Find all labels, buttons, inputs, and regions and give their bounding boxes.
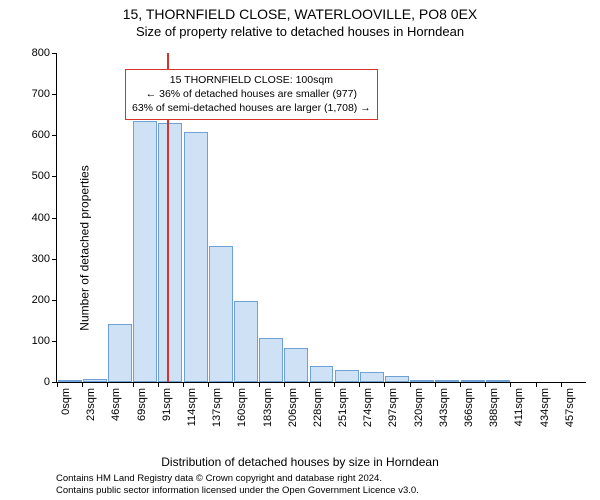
x-tick-label: 320sqm: [413, 388, 425, 427]
histogram-bar: [385, 376, 409, 382]
y-tick-label: 200: [32, 294, 50, 306]
y-tick: [52, 341, 57, 342]
x-tick-label: 388sqm: [488, 388, 500, 427]
y-tick: [52, 135, 57, 136]
histogram-bar: [158, 123, 182, 382]
x-tick: [259, 382, 260, 387]
x-tick: [158, 382, 159, 387]
x-tick: [183, 382, 184, 387]
y-tick: [52, 53, 57, 54]
chart-subtitle: Size of property relative to detached ho…: [0, 24, 600, 39]
histogram-bar: [209, 246, 233, 382]
x-tick-label: 0sqm: [60, 388, 72, 415]
x-tick-label: 69sqm: [136, 388, 148, 421]
histogram-bar: [83, 379, 107, 382]
page-title: 15, THORNFIELD CLOSE, WATERLOOVILLE, PO8…: [0, 6, 600, 22]
x-axis-label: Distribution of detached houses by size …: [0, 455, 600, 469]
y-tick-label: 100: [32, 335, 50, 347]
y-tick-label: 0: [44, 376, 50, 388]
y-tick: [52, 300, 57, 301]
plot-area: 15 THORNFIELD CLOSE: 100sqm← 36% of deta…: [56, 53, 586, 383]
x-tick-label: 366sqm: [463, 388, 475, 427]
histogram-bar: [360, 372, 384, 382]
histogram-bar: [58, 380, 82, 382]
histogram-bar: [133, 121, 157, 382]
x-tick-label: 46sqm: [110, 388, 122, 421]
x-tick-label: 228sqm: [312, 388, 324, 427]
x-tick-label: 91sqm: [161, 388, 173, 421]
x-tick-label: 434sqm: [539, 388, 551, 427]
x-tick: [309, 382, 310, 387]
histogram-bar: [234, 301, 258, 382]
histogram-bar: [108, 324, 132, 382]
x-tick: [384, 382, 385, 387]
x-tick-label: 411sqm: [513, 388, 525, 426]
footer: Contains HM Land Registry data © Crown c…: [0, 469, 600, 498]
y-tick: [52, 218, 57, 219]
x-tick: [284, 382, 285, 387]
x-tick-label: 137sqm: [211, 388, 223, 427]
histogram-bar: [410, 380, 434, 382]
x-tick: [133, 382, 134, 387]
y-tick: [52, 259, 57, 260]
x-tick: [208, 382, 209, 387]
x-tick: [57, 382, 58, 387]
y-tick-label: 300: [32, 253, 50, 265]
x-tick: [82, 382, 83, 387]
x-tick-label: 274sqm: [362, 388, 374, 427]
histogram-bar: [184, 132, 208, 382]
x-tick-label: 343sqm: [438, 388, 450, 427]
x-tick: [334, 382, 335, 387]
annotation-line: ← 36% of detached houses are smaller (97…: [132, 87, 371, 101]
histogram-bar: [259, 338, 283, 382]
x-tick: [410, 382, 411, 387]
footer-line-1: Contains HM Land Registry data © Crown c…: [56, 473, 590, 485]
x-tick: [536, 382, 537, 387]
y-tick-label: 400: [32, 212, 50, 224]
y-tick-label: 600: [32, 129, 50, 141]
x-tick: [460, 382, 461, 387]
chart-container: Number of detached properties 15 THORNFI…: [0, 43, 600, 453]
x-tick: [233, 382, 234, 387]
x-tick: [107, 382, 108, 387]
x-tick-label: 114sqm: [186, 388, 198, 426]
y-tick-label: 800: [32, 47, 50, 59]
x-tick: [485, 382, 486, 387]
y-tick-label: 700: [32, 88, 50, 100]
histogram-bar: [310, 366, 334, 382]
x-tick: [359, 382, 360, 387]
histogram-bar: [284, 348, 308, 382]
x-tick-label: 23sqm: [85, 388, 97, 421]
x-tick-label: 183sqm: [262, 388, 274, 427]
footer-line-2: Contains public sector information licen…: [56, 485, 590, 497]
x-tick: [561, 382, 562, 387]
x-tick-label: 297sqm: [387, 388, 399, 427]
annotation-line: 63% of semi-detached houses are larger (…: [132, 101, 371, 115]
x-tick-label: 206sqm: [287, 388, 299, 427]
histogram-bar: [435, 380, 459, 382]
y-tick-label: 500: [32, 170, 50, 182]
y-tick: [52, 94, 57, 95]
x-tick: [510, 382, 511, 387]
x-tick-label: 160sqm: [236, 388, 248, 427]
histogram-bar: [461, 380, 485, 382]
histogram-bar: [335, 370, 359, 382]
annotation-box: 15 THORNFIELD CLOSE: 100sqm← 36% of deta…: [125, 69, 378, 120]
x-tick-label: 457sqm: [564, 388, 576, 427]
y-tick: [52, 176, 57, 177]
x-tick: [435, 382, 436, 387]
annotation-line: 15 THORNFIELD CLOSE: 100sqm: [132, 73, 371, 87]
histogram-bar: [486, 380, 510, 382]
x-tick-label: 251sqm: [337, 388, 349, 427]
